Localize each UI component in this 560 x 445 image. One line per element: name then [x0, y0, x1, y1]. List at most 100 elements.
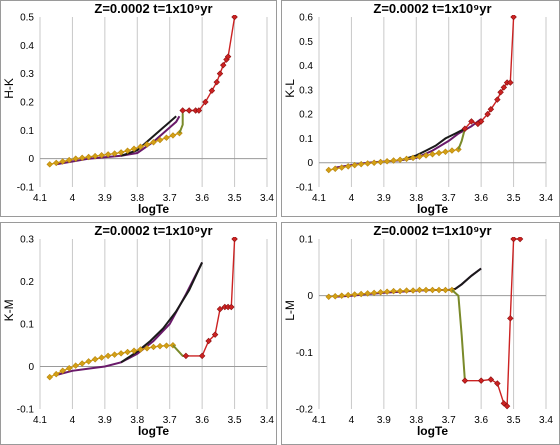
- data-point: [59, 367, 66, 374]
- y-tick-label: 0.2: [299, 110, 313, 121]
- data-point: [224, 53, 232, 60]
- data-point: [59, 158, 66, 165]
- y-tick-label: 0: [28, 362, 34, 373]
- data-point: [494, 380, 501, 387]
- x-tick-label: 3.7: [163, 193, 177, 204]
- data-point: [494, 96, 501, 103]
- data-point: [228, 303, 235, 311]
- data-point: [383, 158, 391, 165]
- y-tick-label: 0.2: [20, 98, 34, 109]
- x-tick-label: 3.4: [539, 415, 553, 426]
- data-point: [98, 152, 105, 159]
- y-tick-label: -0.1: [17, 405, 35, 416]
- data-point: [338, 292, 345, 299]
- data-point: [104, 352, 112, 360]
- y-tick-label: 0.1: [20, 126, 34, 137]
- data-point: [364, 290, 371, 297]
- data-point: [216, 305, 224, 313]
- data-point: [65, 156, 73, 164]
- data-point: [429, 150, 436, 158]
- data-point: [377, 158, 384, 166]
- x-tick-label: 3.8: [130, 415, 144, 426]
- data-point: [497, 89, 504, 96]
- x-tick-label: 3.4: [260, 415, 274, 426]
- data-point: [130, 145, 138, 152]
- y-tick-label: 0.3: [20, 235, 34, 246]
- y-axis-label: K-L: [283, 79, 297, 98]
- data-point: [344, 163, 352, 170]
- data-point: [331, 293, 339, 300]
- data-point: [448, 147, 456, 154]
- data-point: [163, 134, 170, 141]
- data-point: [137, 143, 144, 150]
- data-point: [403, 155, 410, 163]
- x-tick-label: 3.8: [409, 193, 423, 204]
- x-tick-label: 3.6: [474, 415, 488, 426]
- x-tick-label: 3.9: [377, 193, 391, 204]
- x-tick-label: 3.8: [130, 193, 144, 204]
- data-point: [357, 160, 365, 168]
- data-point: [104, 151, 112, 158]
- data-point: [500, 84, 508, 91]
- data-point: [52, 159, 60, 167]
- data-point: [442, 148, 449, 156]
- x-tick-label: 3.6: [474, 193, 488, 204]
- y-tick-label: 0.3: [299, 85, 313, 96]
- data-point: [143, 345, 151, 352]
- data-point: [461, 125, 469, 132]
- data-point: [409, 154, 417, 162]
- data-point: [91, 356, 99, 363]
- data-point: [487, 376, 495, 383]
- y-tick-label: 0: [307, 158, 313, 169]
- data-point: [500, 400, 508, 407]
- series-line-4: [457, 128, 466, 150]
- data-point: [198, 352, 206, 360]
- data-point: [156, 136, 164, 144]
- x-tick-label: 4: [349, 415, 355, 426]
- data-point: [403, 287, 410, 294]
- data-point: [85, 153, 92, 161]
- data-point: [111, 351, 118, 358]
- chart-title: Z=0.0002 t=1x10⁹yr: [94, 223, 212, 238]
- data-point: [65, 364, 73, 372]
- x-tick-label: 3.9: [377, 415, 391, 426]
- data-point: [429, 286, 436, 294]
- data-point: [422, 286, 430, 294]
- data-point: [484, 110, 491, 118]
- x-tick-label: 4.1: [312, 415, 326, 426]
- panel-border: [281, 222, 560, 445]
- data-point: [72, 362, 79, 369]
- y-tick-label: -0.2: [296, 405, 314, 416]
- data-point: [150, 343, 157, 351]
- data-point: [396, 156, 404, 164]
- series-line-2: [120, 261, 204, 364]
- data-point: [124, 348, 131, 356]
- x-tick-label: 3.5: [507, 415, 521, 426]
- data-point: [213, 78, 220, 86]
- data-point: [156, 342, 164, 350]
- data-point: [216, 70, 224, 77]
- x-tick-label: 4: [70, 415, 76, 426]
- data-point: [507, 315, 514, 322]
- data-point: [98, 354, 105, 361]
- data-point: [205, 337, 212, 345]
- data-point: [416, 286, 423, 294]
- data-point: [117, 350, 125, 357]
- data-point: [383, 288, 391, 295]
- y-tick-label: 0.4: [20, 41, 34, 52]
- y-tick-label: 0.5: [20, 13, 34, 24]
- y-tick-label: 0.1: [299, 134, 313, 145]
- data-point: [351, 291, 358, 298]
- data-point: [78, 154, 86, 162]
- x-axis-label: logTe: [417, 424, 448, 438]
- data-point: [182, 352, 190, 360]
- data-point: [195, 107, 203, 114]
- data-point: [111, 150, 118, 157]
- series-line-2: [399, 127, 466, 162]
- panel-border: [0, 222, 277, 445]
- data-point: [468, 118, 475, 125]
- data-point: [85, 358, 92, 365]
- chart-panel-4: 4.1 4 3.9 3.8 3.7 3.6 3.5 3.4 -0.2 -0.1 0 0.1 Z=0.00…: [281, 222, 560, 445]
- data-point: [390, 157, 397, 164]
- x-tick-label: 4: [70, 193, 76, 204]
